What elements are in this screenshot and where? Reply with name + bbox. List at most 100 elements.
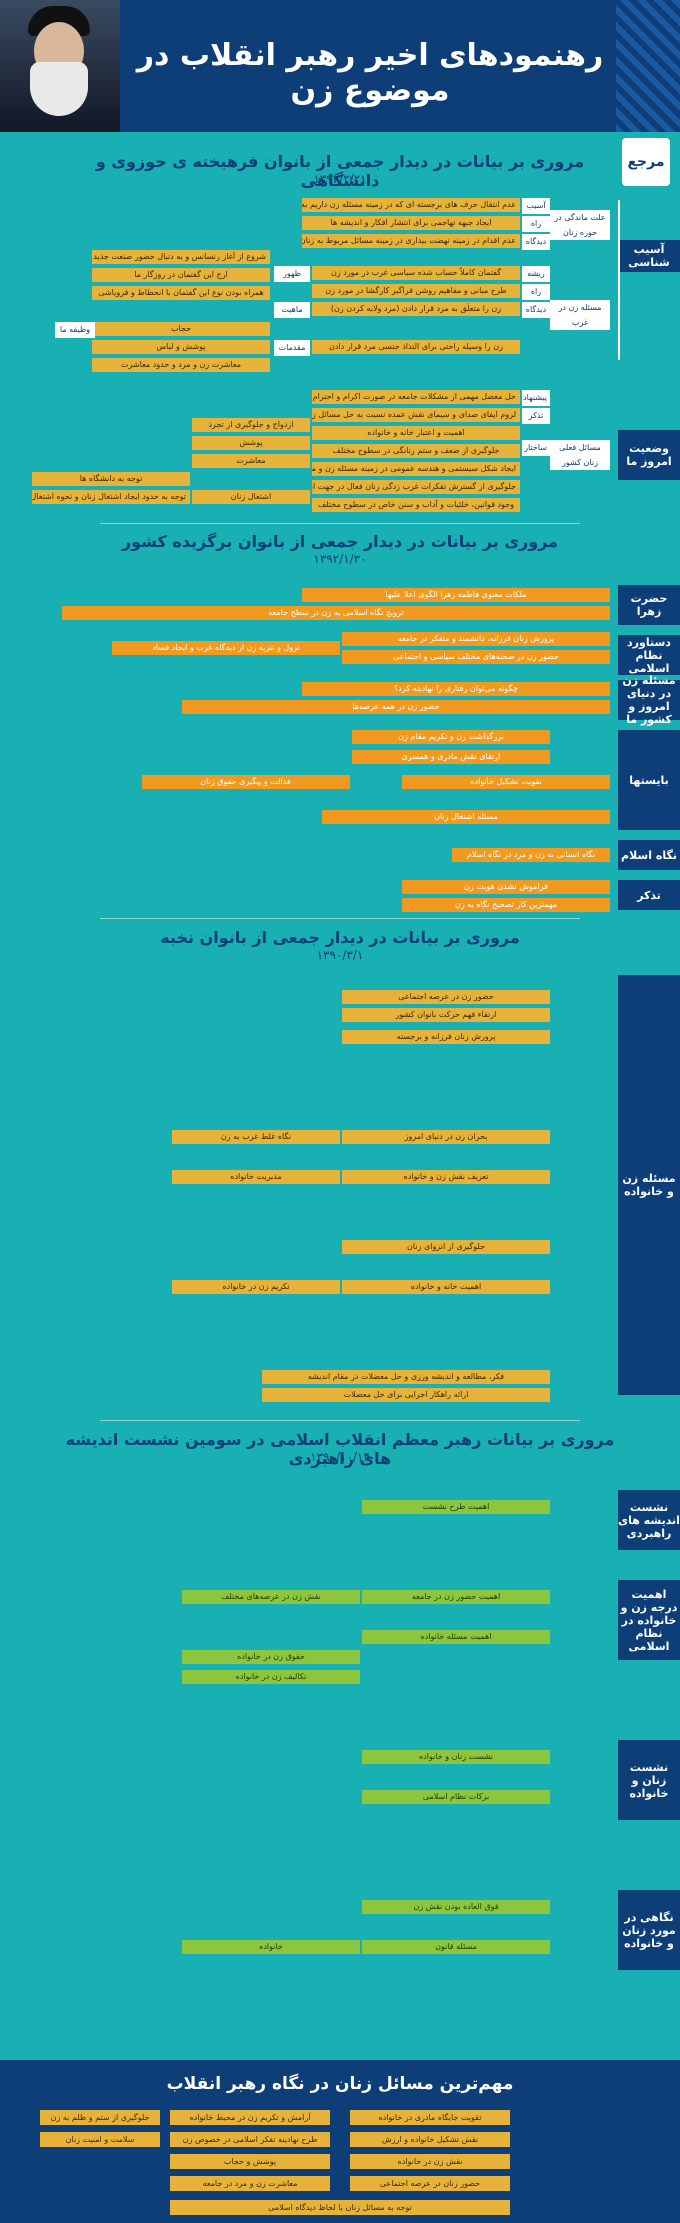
footer-panel: مهم‌ترین مسائل زنان در نگاه رهبر انقلاب …	[0, 2060, 680, 2223]
s3-item: مدیریت خانواده	[172, 1170, 340, 1184]
section1-date: ۱۳۹۲/۲/۲۱	[313, 172, 367, 186]
s1-item: وجود قوانین، خلئیات و آداب و سنن خاص در …	[312, 498, 520, 512]
s1-item: زن را متعلَق به مرد قرار دادن (مرد ولایه…	[312, 302, 520, 316]
s4-item: برکات نظام اسلامی	[362, 1790, 550, 1804]
cat-musts: بایستها	[618, 730, 680, 830]
footer-item: معاشرت زن و مرد در جامعه	[170, 2176, 330, 2191]
s4-item: حقوق زن در خانواده	[182, 1650, 360, 1664]
s4-item: اهمیت طرح نشست	[362, 1500, 550, 1514]
header-banner: رهنمودهای اخیر رهبر انقلاب در موضوع زن	[0, 0, 680, 132]
divider	[100, 523, 580, 524]
label-rahhal: راه حل	[522, 284, 550, 312]
label-tazakor: تذکر	[522, 408, 550, 424]
s3-item: ارتقاء فهم حرکت بانوان کشور	[342, 1008, 550, 1022]
s3-item: نگاه غلط غرب به زن	[172, 1130, 340, 1144]
s2-item: حضور زن در صحنه‌های مختلف سیاسی و اجتماع…	[342, 650, 610, 664]
s2-item: بزرگداشت زن و تکریم مقام زن	[352, 730, 550, 744]
s1-item: ایجاد جبهه تهاجمی برای انتشار افکار و ان…	[302, 216, 520, 230]
s2-item: نزول و تنزیه زن از دیدگاه غرب و ایجاد فس…	[112, 641, 340, 655]
s3-item: تکریم زن در خانواده	[172, 1280, 340, 1294]
s1-item: جلوگیری از ضعف و ستم زنانگی در سطوح مختل…	[312, 444, 520, 458]
s3-item: اهمیت خانه و خانواده	[342, 1280, 550, 1294]
s2-item: ملکات معنوی فاطمه زهرا الگوی اعلا علیها	[302, 588, 610, 602]
s1-item: زن را وسیله راحتی برای التذاذ جنسی مرد ق…	[312, 340, 520, 354]
section1-title: مروری بر بیانات در دیدار جمعی از بانوان …	[95, 152, 585, 190]
s3-item: تعریف نقش زن و خانواده	[342, 1170, 550, 1184]
cat-current-state: وضعیت امروز ما	[618, 430, 680, 480]
s2-item: فراموش نشدن هویت زن	[402, 880, 610, 894]
section2-title: مروری بر بیانات در دیدار جمعی از بانوان …	[121, 532, 559, 551]
sub-current-issues: مسائل فعلی زنان کشور	[550, 440, 610, 470]
footer-item: آرامش و تکریم زن در محیط خانواده	[170, 2110, 330, 2125]
s3-item: بحران زن در دنیای امروز	[342, 1130, 550, 1144]
divider	[100, 918, 580, 919]
s1-item: عدم انتقال حرف های برجسته ای که در زمینه…	[302, 198, 520, 212]
footer-item: توجه به مسائل زنان با لحاظ دیدگاه اسلامی	[170, 2200, 510, 2215]
site-logo: مرجع	[622, 138, 670, 186]
cat-importance: اهمیت درجه زن و خانواده در نظام اسلامی	[618, 1580, 680, 1660]
section4-date: ۱۳۹۰/۱۰/۱۴	[310, 1450, 370, 1464]
cat-note: تذکر	[618, 880, 680, 910]
s2-item: پرورش زنان فرزانه، دانشمند و متفکر در جا…	[342, 632, 610, 646]
s1-item: اهمیت و اعتبار خانه و خانواده	[312, 426, 520, 440]
label-didgah: دیدگاه	[522, 302, 550, 318]
label-zohour: ظهور	[274, 266, 310, 282]
s2-item: چگونه می‌توان رفتاری را نهادینه کرد؟	[302, 682, 610, 696]
s3-item: جلوگیری از انزوای زنان	[342, 1240, 550, 1254]
s4-item: خانواده	[182, 1940, 360, 1954]
footer-item: تقویت جایگاه مادری در خانواده	[350, 2110, 510, 2125]
s1-item: ایجاد شکل سیستمی و هندسه عمومی در زمینه …	[312, 462, 520, 476]
s4-item: اهمیت حضور زن در جامعه	[362, 1590, 550, 1604]
s2-item: مسئله اشتغال زنان	[322, 810, 610, 824]
cat-woman-family: مسئله زن و خانواده	[618, 975, 680, 1395]
s1-item: شروع از آغاز رنسانس و به دنبال حضور صنعت…	[92, 250, 270, 264]
s1-item: اشتغال زنان	[192, 490, 310, 504]
cat-view: نگاهی در مورد زنان و خانواده	[618, 1890, 680, 1970]
s1-item: حل معضل مهمی از مشکلات جامعه در صورت اکر…	[312, 390, 520, 404]
s2-item: مهمترین کار تصحیح نگاه به زن	[402, 898, 610, 912]
s1-item: حجاب	[92, 322, 270, 336]
footer-item: جلوگیری از ستم و ظلم به زن	[40, 2110, 160, 2125]
s1-item: جلوگیری از گسترش تفکرات غرب زدگی زنان فع…	[312, 480, 520, 494]
cat-pathology: آسیب شناسی	[618, 240, 680, 272]
section2-date: ۱۳۹۲/۱/۳۰	[313, 552, 367, 566]
s1-item: توجه به دانشگاه ها	[32, 472, 190, 486]
s2-item: ترویج نگاه اسلامی به زن در سطح جامعه	[62, 606, 610, 620]
s1-item: طرح مبانی و مفاهیم روشن فراگیر کارگشا در…	[312, 284, 520, 298]
s1-item: پوشش و لباس	[92, 340, 270, 354]
s2-item: حضور زن در همه عرصه‌ها	[182, 700, 610, 714]
s2-item: عدالت و پیگیری حقوق زنان	[142, 775, 350, 789]
cat-today: مسئله زن در دنیای امروز و کشور ما	[618, 674, 680, 726]
cat-strategic: نشست اندیشه های راهبردی	[618, 1490, 680, 1550]
s1-item: ارج این گفتمان در روزگار ما	[92, 268, 270, 282]
divider	[100, 1420, 580, 1421]
cat-islam-view: نگاه اسلام	[618, 840, 680, 870]
section3-title: مروری بر بیانات در دیدار جمعی از بانوان …	[160, 928, 520, 947]
label-vazifeh: وظیفه ما	[55, 322, 95, 338]
s3-item: پرورش زنان فرزانه و برجسته	[342, 1030, 550, 1044]
s3-item: ارائه راهکار اجرایی برای حل معضلات	[262, 1388, 550, 1402]
cat-session: نشست زنان و خانواده	[618, 1740, 680, 1820]
s1-item: گفتمان کاملاً حساب شده سیاسی غرب در مورد…	[312, 266, 520, 280]
s3-item: فکر، مطالعه و اندیشه ورزی و حل معضلات در…	[262, 1370, 550, 1384]
footer-title: مهم‌ترین مسائل زنان در نگاه رهبر انقلاب	[166, 2074, 514, 2094]
decorative-pattern	[616, 0, 680, 132]
footer-item: نقش تشکیل خانواده و ارزش	[350, 2132, 510, 2147]
cat-zahra: حضرت زهرا	[618, 585, 680, 625]
s1-item: معاشرت	[192, 454, 310, 468]
label-aseb: آسیب	[522, 198, 550, 214]
footer-item: پوشش و حجاب	[170, 2154, 330, 2169]
s1-item: پوشش	[192, 436, 310, 450]
section3-date: ۱۳۹۰/۳/۱	[316, 948, 364, 962]
footer-item: سلامت و امنیت زنان	[40, 2132, 160, 2147]
s4-item: اهمیت مسئله خانواده	[362, 1630, 550, 1644]
label-didgah: دیدگاه	[522, 234, 550, 250]
s2-item: تقویت تشکیل خانواده	[402, 775, 610, 789]
section4-title: مروری بر بیانات رهبر معظم انقلاب اسلامی …	[65, 1430, 615, 1468]
s1-item: عدم اقدام در زمینه نهضت بیداری در زمینه …	[302, 234, 520, 248]
label-sakhtar: ساختار	[522, 440, 550, 456]
s4-item: نقش زن در عرصه‌های مختلف	[182, 1590, 360, 1604]
sub-west: مسئله زن در غرب	[550, 300, 610, 330]
label-rahhal: راه حل	[522, 216, 550, 244]
label-risheh: ریشه	[522, 266, 550, 282]
